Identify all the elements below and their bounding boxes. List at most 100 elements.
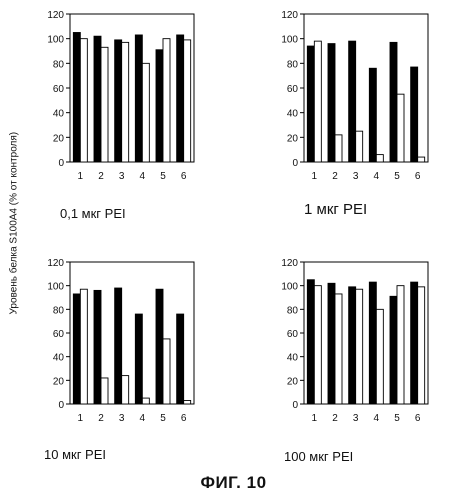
x-tick-label: 4 [374,413,380,424]
bar-empty [162,38,171,163]
plot-frame [303,261,429,405]
x-tick-label: 5 [160,413,166,424]
x-tick-label: 2 [98,171,104,182]
bar-filled [176,313,185,405]
y-tick-label: 120 [47,258,64,269]
y-tick-label: 60 [287,329,299,340]
y-tick-label: 80 [287,59,299,70]
y-tick-label: 0 [292,400,298,411]
x-tick-label: 5 [394,413,400,424]
bar-empty [313,285,322,405]
x-tick-label: 1 [78,171,84,182]
bar-empty [100,377,109,405]
bar-empty [375,308,384,405]
bar-empty [141,397,150,405]
bar-empty [396,93,405,163]
y-tick-label: 80 [53,305,65,316]
bar-filled [368,281,377,405]
bar-empty [100,46,109,163]
y-tick-label: 40 [287,353,299,364]
bar-filled [114,287,123,405]
bar-filled [134,313,143,405]
x-tick-label: 3 [353,413,359,424]
bar-empty [141,62,150,163]
y-tick-label: 40 [287,109,299,120]
bar-empty [355,288,364,405]
bar-empty [162,338,171,405]
bar-filled [410,281,419,405]
bar-empty [334,293,343,405]
x-tick-label: 2 [98,413,104,424]
y-tick-label: 60 [53,329,65,340]
bar-filled [348,40,357,163]
bar-filled [306,279,315,405]
bar-filled [389,295,398,405]
y-tick-label: 80 [287,305,299,316]
bar-empty [417,156,426,163]
x-tick-label: 6 [181,413,187,424]
bar-filled [410,66,419,163]
panel-1-caption: 0,1 мкг PEI [60,206,126,221]
x-tick-label: 3 [119,413,125,424]
bar-empty [396,285,405,405]
y-tick-label: 120 [47,10,64,21]
y-tick-label: 20 [287,376,299,387]
bar-empty [121,375,130,405]
y-tick-label: 60 [287,84,299,95]
y-tick-label: 20 [53,376,65,387]
x-tick-label: 5 [394,171,400,182]
y-tick-label: 40 [53,353,65,364]
x-tick-label: 4 [140,171,146,182]
bar-empty [355,130,364,163]
x-tick-label: 6 [181,171,187,182]
x-tick-label: 5 [160,171,166,182]
y-tick-label: 40 [53,109,65,120]
x-tick-label: 4 [374,171,380,182]
bar-empty [417,286,426,405]
bar-filled [368,67,377,163]
y-tick-label: 20 [287,133,299,144]
panel-2-caption: 1 мкг PEI [304,201,368,218]
y-tick-label: 0 [58,158,64,169]
x-tick-label: 6 [415,413,421,424]
y-tick-label: 0 [58,400,64,411]
bar-empty [334,134,343,163]
bar-empty [183,39,192,163]
bar-empty [79,288,88,405]
x-tick-label: 1 [78,413,84,424]
y-tick-label: 60 [53,84,65,95]
bar-filled [327,43,336,163]
bar-filled [327,282,336,405]
y-tick-label: 100 [281,35,298,46]
x-tick-label: 4 [140,413,146,424]
y-tick-label: 100 [281,282,298,293]
bar-empty [375,154,384,163]
bar-filled [348,286,357,405]
bar-empty [121,41,130,163]
x-tick-label: 1 [312,171,318,182]
y-tick-label: 100 [47,35,64,46]
y-tick-label: 100 [47,282,64,293]
x-tick-label: 6 [415,171,421,182]
x-tick-label: 1 [312,413,318,424]
panel-3-caption: 10 мкг PEI [44,447,107,462]
bar-empty [79,38,88,163]
bar-filled [93,289,102,405]
x-tick-label: 2 [332,171,338,182]
x-tick-label: 3 [353,171,359,182]
y-tick-label: 0 [292,158,298,169]
panel-4-caption: 100 мкг PEI [284,449,354,464]
y-tick-label: 120 [281,10,298,21]
x-tick-label: 3 [119,171,125,182]
figure-title: ФИГ. 10 [200,473,267,492]
y-tick-label: 20 [53,133,65,144]
y-tick-label: 120 [281,258,298,269]
x-tick-label: 2 [332,413,338,424]
bar-empty [313,40,322,163]
bar-empty [183,400,192,405]
y-tick-label: 80 [53,59,65,70]
